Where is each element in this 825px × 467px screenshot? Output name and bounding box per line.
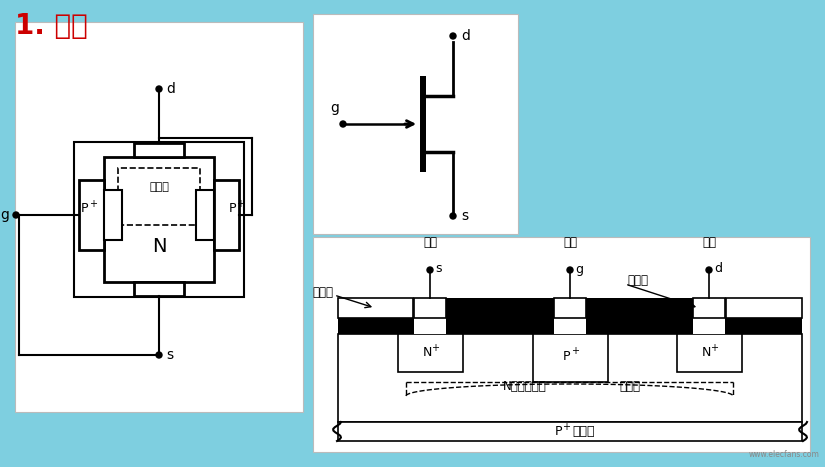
Text: 氧化层: 氧化层 bbox=[312, 286, 333, 299]
Bar bbox=[118, 168, 200, 225]
Bar bbox=[134, 143, 184, 157]
Bar bbox=[74, 142, 244, 297]
Bar bbox=[338, 334, 802, 422]
Text: g: g bbox=[331, 101, 339, 115]
Text: +: + bbox=[571, 346, 579, 356]
Text: 漏极: 漏极 bbox=[702, 235, 716, 248]
Bar bbox=[693, 318, 725, 334]
Text: P: P bbox=[554, 425, 562, 438]
Bar bbox=[313, 14, 518, 234]
Text: d: d bbox=[166, 82, 175, 96]
Text: +: + bbox=[89, 199, 97, 209]
Text: +: + bbox=[710, 343, 718, 353]
Bar bbox=[693, 298, 725, 318]
Bar bbox=[15, 22, 303, 412]
Bar bbox=[586, 298, 693, 318]
Text: d: d bbox=[714, 262, 722, 276]
Bar bbox=[134, 282, 184, 296]
Bar bbox=[554, 298, 586, 318]
Bar bbox=[420, 76, 426, 172]
Bar bbox=[338, 298, 413, 318]
Bar bbox=[726, 298, 802, 318]
Circle shape bbox=[156, 86, 162, 92]
Bar bbox=[414, 298, 446, 318]
Circle shape bbox=[450, 213, 456, 219]
Bar bbox=[398, 334, 463, 372]
Text: 耗尽层: 耗尽层 bbox=[149, 182, 169, 192]
Text: P: P bbox=[80, 203, 87, 215]
Text: P: P bbox=[229, 203, 236, 215]
Text: N: N bbox=[152, 238, 167, 256]
Bar bbox=[104, 157, 214, 282]
Text: N: N bbox=[422, 347, 431, 360]
Bar bbox=[677, 334, 742, 372]
Text: g: g bbox=[0, 208, 9, 222]
Text: 栋极: 栋极 bbox=[563, 235, 577, 248]
Text: P: P bbox=[563, 349, 571, 362]
Text: N: N bbox=[701, 347, 710, 360]
Bar bbox=[414, 318, 446, 334]
Circle shape bbox=[156, 352, 162, 358]
Text: 型树底: 型树底 bbox=[572, 425, 595, 438]
Circle shape bbox=[706, 267, 712, 273]
Text: d: d bbox=[461, 29, 470, 43]
Text: +: + bbox=[562, 423, 570, 432]
Circle shape bbox=[340, 121, 346, 127]
Circle shape bbox=[450, 33, 456, 39]
Bar bbox=[533, 334, 608, 382]
Bar bbox=[313, 237, 810, 452]
Bar bbox=[446, 298, 554, 318]
Text: www.elecfans.com: www.elecfans.com bbox=[749, 450, 820, 459]
Text: 源极: 源极 bbox=[423, 235, 437, 248]
Bar bbox=[196, 190, 214, 240]
Text: 耗尽层: 耗尽层 bbox=[619, 380, 640, 392]
Bar bbox=[214, 180, 239, 250]
Bar bbox=[104, 190, 122, 240]
Circle shape bbox=[427, 267, 433, 273]
Text: s: s bbox=[461, 209, 468, 223]
Text: N型导电沟道: N型导电沟道 bbox=[502, 380, 546, 392]
Text: g: g bbox=[575, 262, 583, 276]
Circle shape bbox=[567, 267, 573, 273]
Bar bbox=[338, 318, 802, 334]
Text: +: + bbox=[431, 343, 439, 353]
Bar bbox=[79, 180, 104, 250]
Text: s: s bbox=[166, 348, 173, 362]
Bar bbox=[554, 318, 586, 334]
Text: +: + bbox=[236, 199, 244, 209]
Text: 金属铝: 金属铝 bbox=[627, 274, 648, 286]
Circle shape bbox=[13, 212, 19, 218]
Text: s: s bbox=[435, 262, 441, 276]
Bar bbox=[338, 422, 802, 441]
Text: 1. 结构: 1. 结构 bbox=[15, 12, 87, 40]
